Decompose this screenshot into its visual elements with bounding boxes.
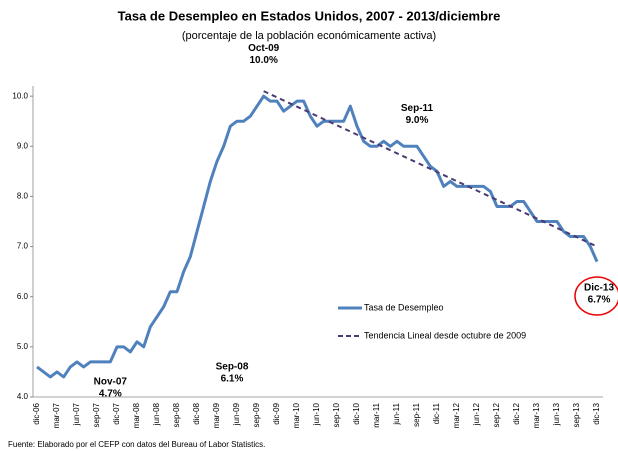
x-tick-label: mar-09 bbox=[212, 402, 221, 428]
x-tick-label: dic-08 bbox=[192, 402, 201, 424]
x-tick-label: jun-13 bbox=[552, 402, 561, 426]
x-tick-label: mar-11 bbox=[372, 402, 381, 427]
x-tick-label: dic-13 bbox=[592, 402, 601, 424]
x-tick-label: jun-09 bbox=[232, 402, 241, 426]
legend-label: Tasa de Desempleo bbox=[364, 302, 444, 312]
x-tick-label: mar-10 bbox=[292, 402, 301, 428]
y-tick-label: 6.0 bbox=[17, 292, 29, 301]
legend-label: Tendencia Lineal desde octubre de 2009 bbox=[364, 330, 526, 340]
y-tick-label: 5.0 bbox=[17, 342, 29, 351]
series-line bbox=[263, 90, 598, 248]
y-tick-label: 4.0 bbox=[17, 392, 29, 401]
chart-subtitle: (porcentaje de la población económicamen… bbox=[182, 30, 436, 42]
x-tick-label: sep-10 bbox=[332, 402, 341, 427]
x-tick-label: sep-13 bbox=[572, 402, 581, 427]
series-line bbox=[36, 94, 599, 379]
x-tick-label: dic-12 bbox=[512, 402, 521, 424]
x-tick-label: sep-12 bbox=[492, 402, 501, 427]
x-tick-label: mar-07 bbox=[52, 402, 61, 428]
chart-title: Tasa de Desempleo en Estados Unidos, 200… bbox=[118, 8, 501, 23]
x-tick-label: jun-12 bbox=[472, 402, 481, 426]
x-tick-label: sep-07 bbox=[92, 402, 101, 427]
y-tick-label: 7.0 bbox=[17, 242, 29, 251]
annotation-name: Sep-11 bbox=[401, 103, 434, 114]
annotation-name: Dic-13 bbox=[584, 282, 614, 293]
x-tick-label: mar-12 bbox=[452, 402, 461, 428]
annotation-name: Oct-09 bbox=[248, 43, 280, 54]
x-tick-label: mar-13 bbox=[532, 402, 541, 428]
x-tick-label: sep-09 bbox=[252, 402, 261, 427]
x-tick-label: dic-07 bbox=[112, 402, 121, 424]
x-tick-label: dic-10 bbox=[352, 402, 361, 424]
annotation-name: Nov-07 bbox=[94, 377, 128, 388]
annotation-name: Sep-08 bbox=[216, 361, 249, 372]
x-tick-label: dic-09 bbox=[272, 402, 281, 424]
y-tick-label: 8.0 bbox=[17, 192, 29, 201]
source-note: Fuente: Elaborado por el CEFP con datos … bbox=[8, 440, 265, 449]
x-tick-label: sep-11 bbox=[412, 402, 421, 426]
annotation-value: 6.7% bbox=[588, 294, 611, 305]
annotation-value: 4.7% bbox=[99, 389, 122, 400]
annotation-value: 6.1% bbox=[221, 373, 244, 384]
x-tick-label: jun-07 bbox=[72, 402, 81, 426]
x-tick-label: dic-06 bbox=[32, 402, 41, 424]
x-tick-label: jun-10 bbox=[312, 402, 321, 426]
highlight-circle bbox=[574, 276, 618, 316]
x-tick-label: sep-08 bbox=[172, 402, 181, 427]
y-tick-label: 10.0 bbox=[12, 91, 28, 100]
x-tick-label: mar-08 bbox=[132, 402, 141, 428]
annotation-value: 9.0% bbox=[406, 115, 429, 126]
annotation-value: 10.0% bbox=[249, 55, 277, 66]
x-tick-label: jun-08 bbox=[152, 402, 161, 426]
y-tick-label: 9.0 bbox=[17, 141, 29, 150]
x-tick-label: jun-11 bbox=[392, 402, 401, 425]
x-tick-label: dic-11 bbox=[432, 402, 441, 424]
